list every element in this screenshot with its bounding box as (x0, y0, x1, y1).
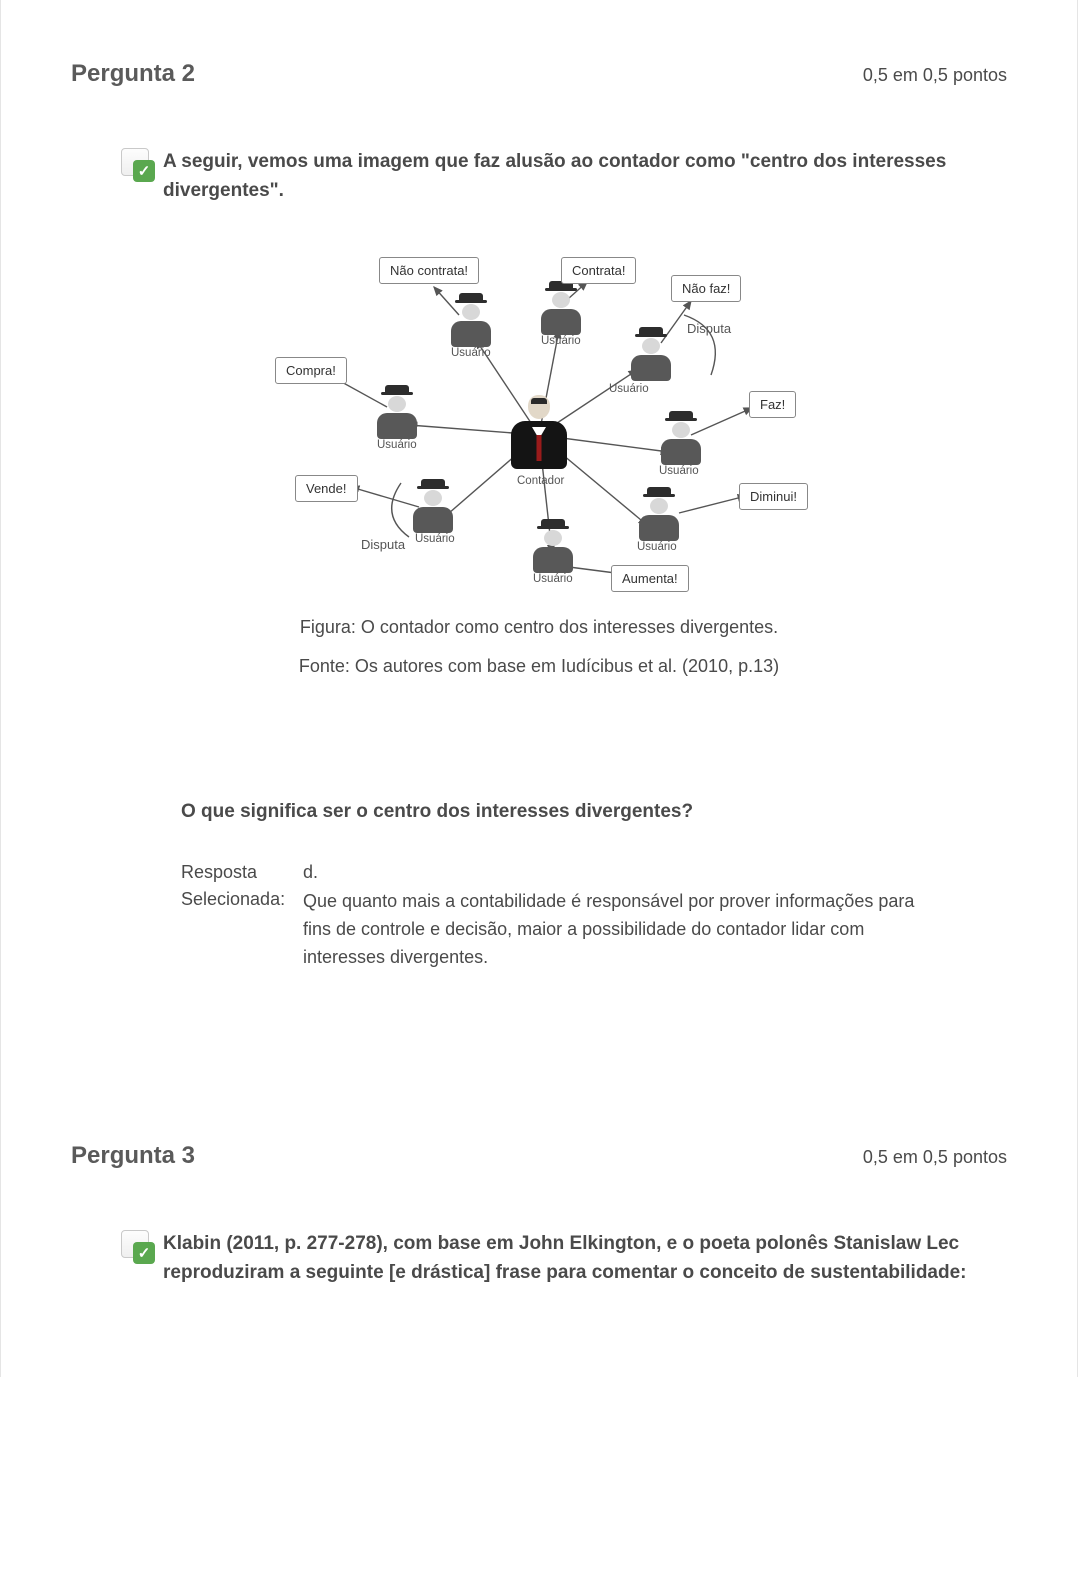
answer-content: d. Que quanto mais a contabilidade é res… (303, 859, 943, 973)
answer-letter: d. (303, 859, 943, 887)
diagram-user-label: Usuário (533, 573, 573, 585)
question-2-prompt-row: ✓ A seguir, vemos uma imagem que faz alu… (71, 148, 1007, 205)
diagram-center-person (509, 395, 569, 473)
diagram-user-label: Usuário (637, 541, 677, 553)
answer-label-line2: Selecionada: (181, 886, 291, 914)
question-2-answer: Resposta Selecionada: d. Que quanto mais… (71, 859, 1007, 973)
diagram-disputa-top: Disputa (687, 321, 731, 336)
check-icon: ✓ (133, 160, 155, 182)
diagram-user-label: Usuário (451, 347, 491, 359)
diagram-box-compra: Compra! (275, 357, 347, 384)
diagram-user-label: Usuário (659, 465, 699, 477)
correct-icon: ✓ (121, 148, 155, 182)
diagram-user (375, 385, 419, 439)
diagram-user-label: Usuário (541, 335, 581, 347)
check-icon: ✓ (133, 1242, 155, 1264)
diagram-user (411, 479, 455, 533)
diagram-box-nao-contrata: Não contrata! (379, 257, 479, 284)
diagram-box-diminui: Diminui! (739, 483, 808, 510)
question-2-title: Pergunta 2 (71, 60, 195, 88)
answer-label: Resposta Selecionada: (181, 859, 291, 973)
question-3-title: Pergunta 3 (71, 1142, 195, 1170)
contador-diagram: Contador Usuário Usuário Usuário Usuário… (259, 235, 819, 595)
diagram-user-label: Usuário (609, 383, 649, 395)
answer-body: Que quanto mais a contabilidade é respon… (303, 888, 943, 972)
question-3-prompt-row: ✓ Klabin (2011, p. 277-278), com base em… (71, 1230, 1007, 1287)
correct-icon: ✓ (121, 1230, 155, 1264)
diagram-user-label: Usuário (377, 439, 417, 451)
diagram-box-vende: Vende! (295, 475, 358, 502)
question-3-prompt: Klabin (2011, p. 277-278), com base em J… (163, 1230, 1007, 1287)
figure-source: Fonte: Os autores com base em Iudícibus … (71, 652, 1007, 681)
diagram-box-nao-faz: Não faz! (671, 275, 741, 302)
question-3-block: Pergunta 3 0,5 em 0,5 pontos ✓ Klabin (2… (71, 1142, 1007, 1287)
question-3-header: Pergunta 3 0,5 em 0,5 pontos (71, 1142, 1007, 1170)
question-2-points: 0,5 em 0,5 pontos (863, 65, 1007, 86)
diagram-box-faz: Faz! (749, 391, 796, 418)
diagram-user (449, 293, 493, 347)
diagram-user (629, 327, 673, 381)
question-2-prompt: A seguir, vemos uma imagem que faz alusã… (163, 148, 1007, 205)
diagram-box-contrata: Contrata! (561, 257, 636, 284)
diagram-user-label: Usuário (415, 533, 455, 545)
diagram-user (531, 519, 575, 573)
question-3-points: 0,5 em 0,5 pontos (863, 1147, 1007, 1168)
question-2-sub-question: O que significa ser o centro dos interes… (71, 801, 1007, 823)
diagram-disputa-bottom: Disputa (361, 537, 405, 552)
diagram-center-label: Contador (517, 475, 564, 487)
page: Pergunta 2 0,5 em 0,5 pontos ✓ A seguir,… (0, 0, 1078, 1377)
question-2-header: Pergunta 2 0,5 em 0,5 pontos (71, 60, 1007, 88)
diagram-user (539, 281, 583, 335)
diagram-box-aumenta: Aumenta! (611, 565, 689, 592)
diagram-user (637, 487, 681, 541)
diagram-wrapper: Contador Usuário Usuário Usuário Usuário… (71, 235, 1007, 595)
diagram-user (659, 411, 703, 465)
answer-label-line1: Resposta (181, 859, 291, 887)
figure-caption: Figura: O contador como centro dos inter… (71, 613, 1007, 642)
